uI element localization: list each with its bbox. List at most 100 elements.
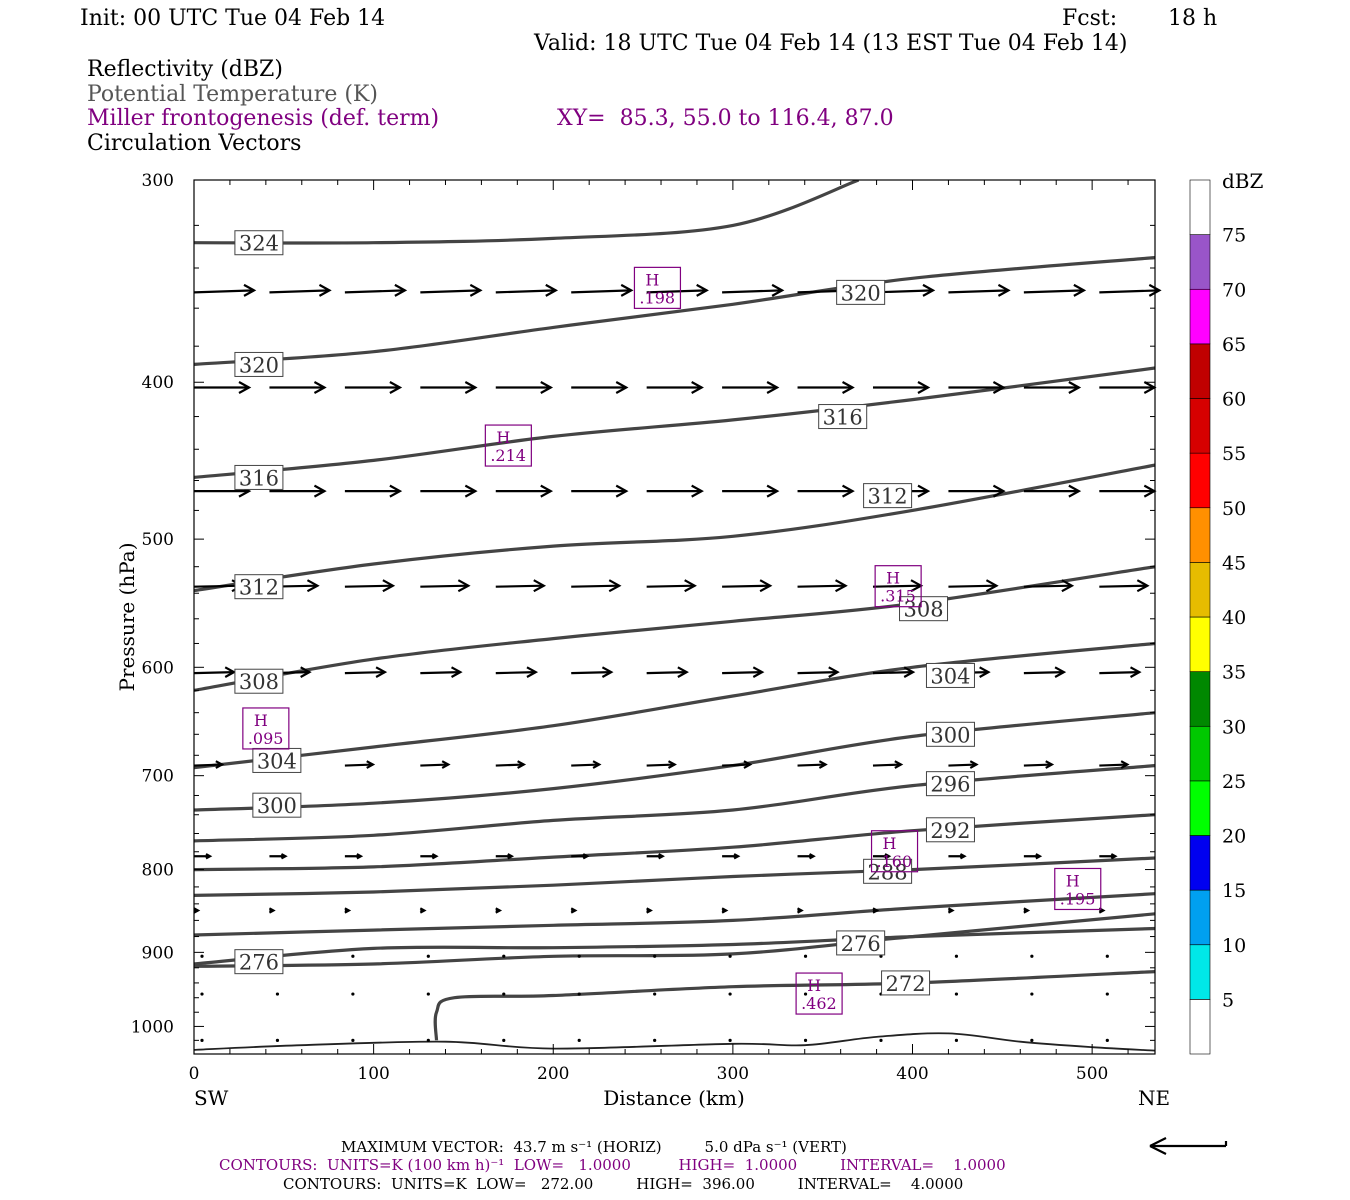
- theta-label-272-box: [881, 970, 931, 996]
- vertical-motion-dot: [577, 992, 581, 996]
- theta-label-316-box: [234, 464, 284, 490]
- theta-label2-300: 300: [930, 723, 970, 747]
- theta-label-304-box: [252, 747, 302, 773]
- y-tick-label: 800: [142, 861, 174, 881]
- vector-head: [441, 760, 451, 769]
- circulation-vector: [646, 584, 695, 588]
- theta-contour-272: [433, 970, 1155, 1041]
- theta-label2-312: 312: [868, 485, 908, 509]
- vector-head: [1098, 907, 1106, 914]
- vector-head: [691, 381, 704, 394]
- field-reflectivity: Reflectivity (dBZ): [87, 57, 283, 82]
- circulation-vector: [722, 289, 783, 294]
- colorbar-label: 20: [1222, 826, 1246, 848]
- colorbar-label: 5: [1222, 989, 1234, 1011]
- vertical-motion-dot: [275, 992, 280, 996]
- circulation-vector: [1023, 584, 1072, 588]
- theta-label-312-box: [234, 574, 284, 600]
- vector-head: [766, 381, 780, 394]
- vector-head: [721, 907, 729, 914]
- vector-head: [922, 283, 936, 297]
- vector-head: [743, 760, 753, 769]
- vector-head: [540, 484, 554, 498]
- vector-head: [469, 283, 483, 297]
- vector-head: [290, 760, 300, 769]
- circulation-vector: [571, 289, 632, 294]
- vector-head: [947, 907, 955, 914]
- vector-head: [910, 579, 924, 593]
- vector-head: [356, 853, 364, 860]
- theta-label2-312-box: [863, 483, 913, 509]
- vector-head: [457, 579, 471, 593]
- theta-label2-276: 276: [841, 932, 881, 956]
- theta-contour-288: [194, 856, 1155, 897]
- y-axis-label: Pressure (hPa): [115, 543, 139, 692]
- circulation-vector: [797, 763, 826, 767]
- frontogenesis-max-h: H: [883, 834, 897, 853]
- circulation-vector: [1099, 289, 1160, 294]
- vector-head: [646, 907, 653, 914]
- theta-label-276: 276: [239, 951, 279, 975]
- right-end-label: NE: [1138, 1086, 1170, 1110]
- vector-head: [464, 381, 478, 394]
- vector-head: [667, 760, 677, 769]
- circulation-vector: [495, 671, 536, 675]
- theta-label-304: 304: [257, 749, 297, 773]
- vector-head: [318, 283, 332, 297]
- circulation-vector: [344, 289, 405, 294]
- init-time: Init: 00 UTC Tue 04 Feb 14: [80, 6, 386, 31]
- circulation-vector: [571, 584, 620, 588]
- vertical-motion-dot: [275, 954, 280, 958]
- colorbar-label: 50: [1222, 498, 1246, 520]
- y-tick-label: 700: [142, 767, 174, 787]
- vertical-motion-dot: [1030, 1038, 1034, 1042]
- vector-head: [1068, 381, 1082, 394]
- vector-head: [464, 484, 478, 498]
- vertical-motion-dot: [200, 954, 204, 958]
- vector-head: [894, 760, 904, 769]
- vertical-motion-dot: [954, 1038, 959, 1042]
- colorbar-segment: [1189, 507, 1211, 563]
- vector-head: [231, 579, 245, 593]
- theta-label2-316: 316: [823, 406, 863, 430]
- vector-head: [1110, 853, 1118, 860]
- theta-contour-276: [194, 926, 1155, 966]
- vertical-motion-dot: [502, 954, 506, 958]
- circulation-vector: [1099, 763, 1128, 767]
- circulation-vector: [344, 584, 393, 588]
- vertical-motion-dot: [803, 954, 808, 958]
- theta-label-296: 296: [930, 773, 970, 797]
- frontogenesis-max-value: .195: [1060, 889, 1096, 908]
- theta-label2-308-box: [899, 596, 949, 622]
- vector-head: [366, 760, 376, 769]
- vector-head: [495, 907, 503, 914]
- vector-head: [691, 484, 704, 498]
- circulation-vector: [872, 289, 934, 294]
- circulation-vector: [872, 671, 914, 675]
- vertical-motion-dot: [728, 1038, 732, 1042]
- frontogenesis-max-box: [633, 266, 682, 309]
- theta-contour-324: [194, 180, 860, 245]
- theta-label-316: 316: [239, 466, 279, 490]
- vertical-motion-dot: [200, 1038, 204, 1042]
- theta-label2-304-box: [925, 662, 975, 688]
- forecast-hour: 18 h: [1168, 6, 1218, 31]
- vector-head: [382, 579, 396, 593]
- circulation-vector: [948, 289, 1009, 294]
- vector-head: [1054, 666, 1067, 678]
- colorbar-label: 10: [1222, 935, 1246, 957]
- vector-head: [300, 666, 312, 678]
- circulation-vector: [1023, 289, 1084, 294]
- theta-label-276-box: [234, 949, 284, 975]
- frontogenesis-max-box: [242, 707, 290, 750]
- vector-head: [1148, 283, 1162, 297]
- theta-label-308: 308: [239, 670, 279, 694]
- plot-frame: [193, 179, 1156, 1055]
- circulation-vector: [948, 763, 977, 767]
- vertical-motion-dot: [351, 1038, 355, 1042]
- vector-head: [615, 484, 629, 498]
- vector-head: [684, 579, 697, 593]
- vector-head: [193, 907, 201, 914]
- vector-head: [1143, 484, 1157, 498]
- vertical-motion-dot: [1105, 992, 1109, 996]
